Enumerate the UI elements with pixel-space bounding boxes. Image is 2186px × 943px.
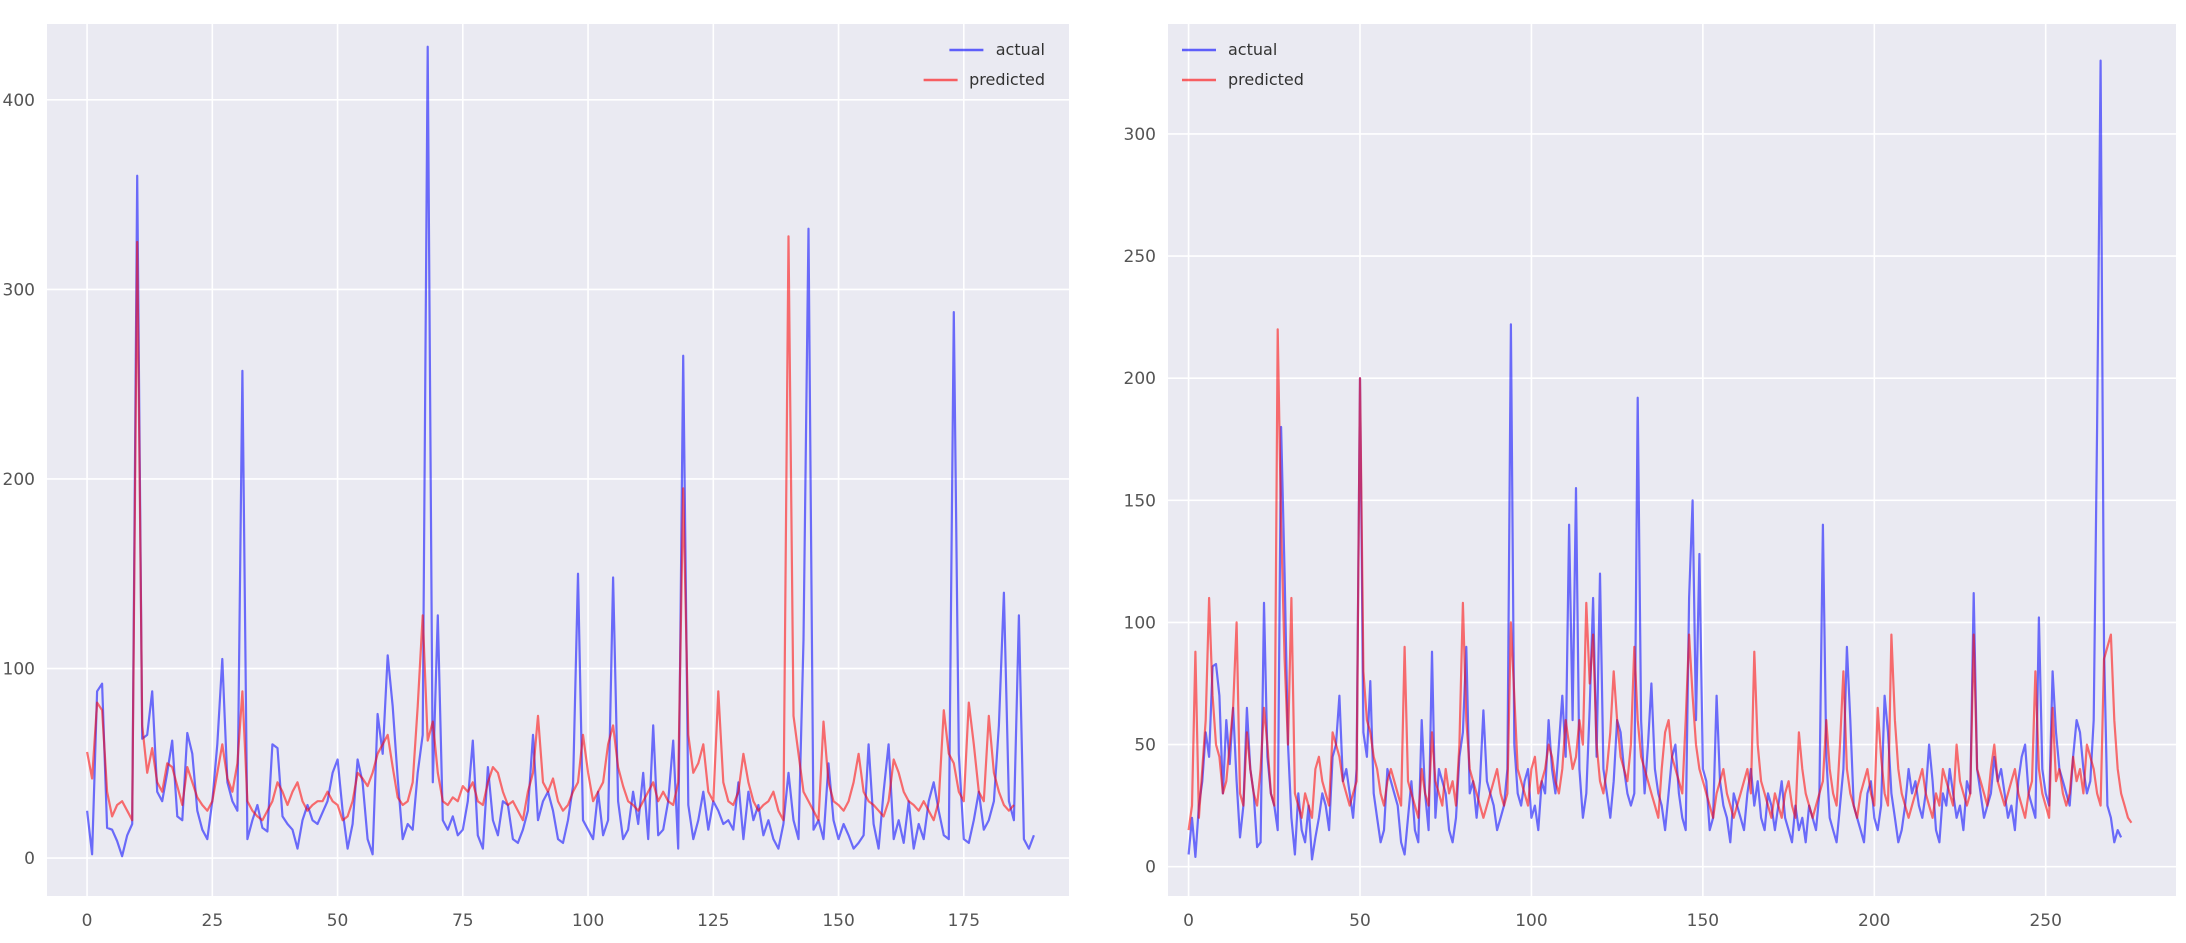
series-right: [1187, 59, 2133, 861]
x-tick-label: 175: [948, 911, 980, 931]
y-tick-label: 50: [1134, 736, 1156, 756]
legend-right: actual predicted: [1182, 40, 1304, 89]
x-tick-label: 50: [1349, 911, 1371, 931]
y-tick-label: 100: [1124, 613, 1156, 633]
y-tick-label: 200: [1124, 369, 1156, 389]
tick-labels-right: 0 50 100 150 200 250 0 50 100 150 200 250 300: [1124, 125, 2062, 931]
plot-area-left: [47, 24, 1069, 896]
legend-label: predicted: [969, 70, 1045, 89]
series-left: [86, 45, 1035, 858]
y-tick-label: 400: [3, 91, 35, 111]
series-line-predicted: [1187, 328, 2133, 831]
x-tick-label: 0: [1183, 911, 1194, 931]
series-line-actual: [86, 45, 1035, 858]
y-tick-label: 100: [3, 660, 35, 680]
y-tick-label: 0: [24, 849, 35, 869]
gridlines-left: [47, 24, 1069, 896]
x-tick-label: 250: [2029, 911, 2061, 931]
y-tick-label: 250: [1124, 247, 1156, 267]
legend-left: actual predicted: [923, 40, 1045, 89]
x-tick-label: 150: [1687, 911, 1719, 931]
tick-labels-left: 0 25 50 75 100 125 150 175 0 100 200 300 400: [3, 91, 980, 931]
x-tick-label: 50: [327, 911, 349, 931]
y-tick-label: 300: [1124, 125, 1156, 145]
legend-label: actual: [1228, 40, 1277, 59]
x-tick-label: 100: [1515, 911, 1547, 931]
legend-label: actual: [996, 40, 1045, 59]
x-tick-label: 0: [82, 911, 93, 931]
x-tick-label: 200: [1858, 911, 1890, 931]
x-tick-label: 100: [572, 911, 604, 931]
series-line-actual: [1187, 59, 2123, 861]
chart-left: 0 25 50 75 100 125 150 175 0 100 200 300 400 actual p…: [3, 24, 1069, 931]
x-tick-label: 75: [452, 911, 474, 931]
x-tick-label: 150: [822, 911, 854, 931]
y-tick-label: 0: [1145, 858, 1156, 878]
y-tick-label: 200: [3, 470, 35, 490]
x-tick-label: 125: [697, 911, 729, 931]
y-tick-label: 300: [3, 280, 35, 300]
series-line-predicted: [86, 235, 1015, 822]
legend-label: predicted: [1228, 70, 1304, 89]
chart-right: 0 50 100 150 200 250 0 50 100 150 200 250 300 actual…: [1124, 24, 2176, 931]
x-tick-label: 25: [202, 911, 224, 931]
y-tick-label: 150: [1124, 491, 1156, 511]
